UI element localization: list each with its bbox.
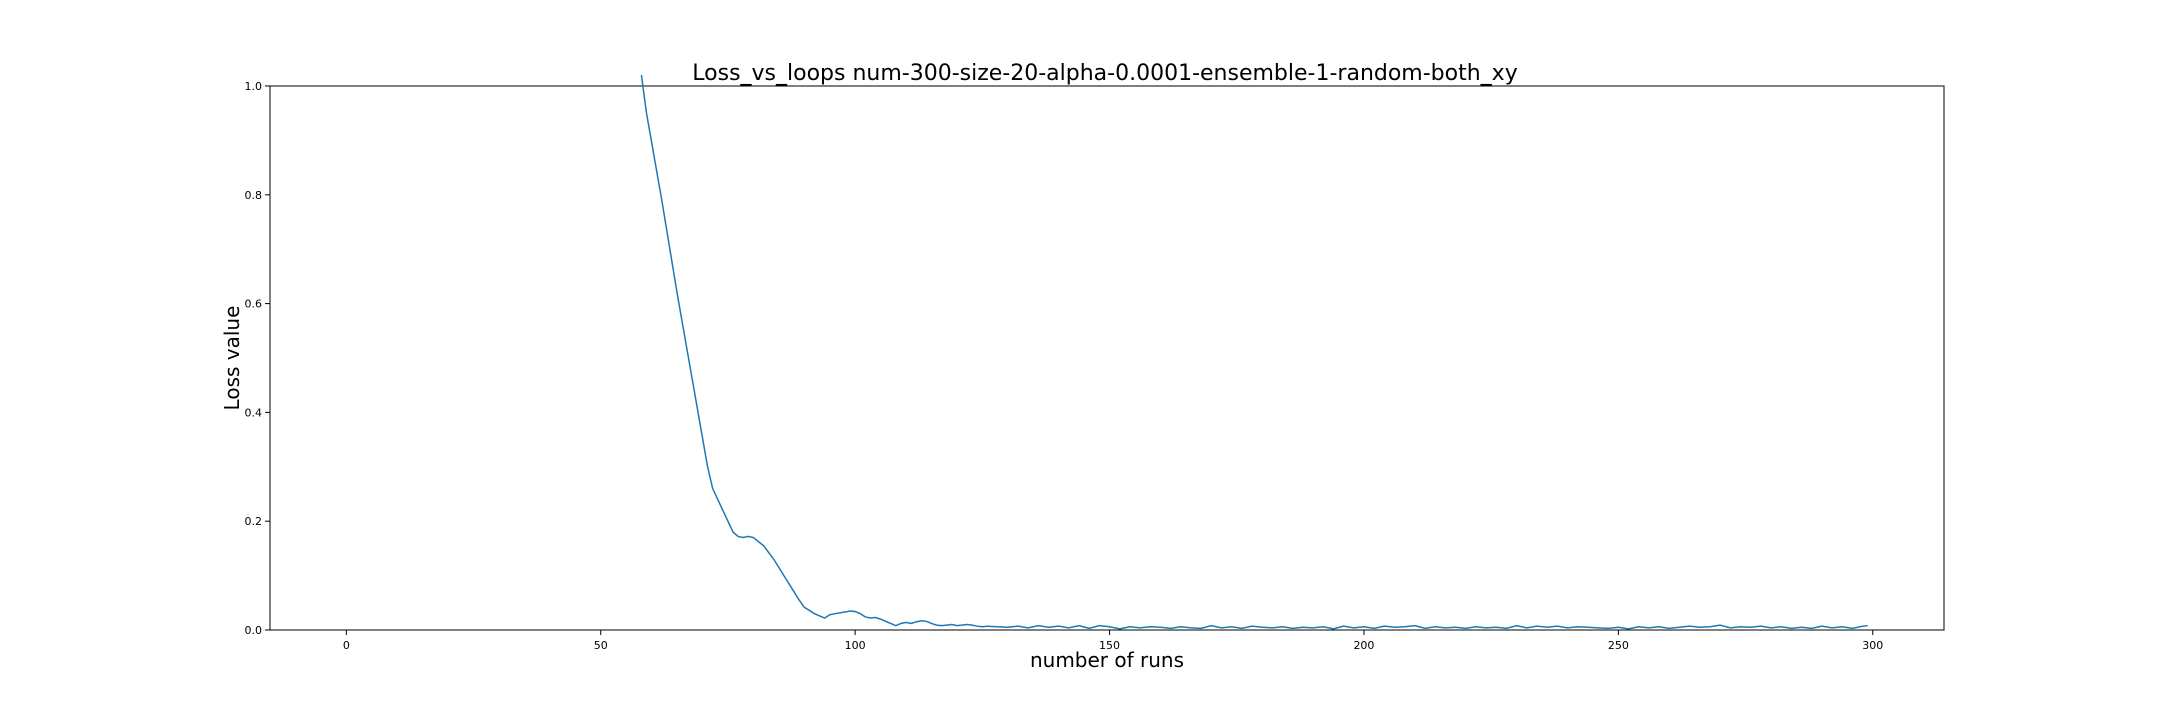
y-axis-ticks: 0.0 0.2 0.4 0.6 0.8 1.0 [245,80,270,637]
y-tick-label: 0.6 [245,298,263,311]
x-tick-label: 50 [594,639,608,652]
y-tick-label: 0.8 [245,189,263,202]
x-tick-label: 250 [1608,639,1629,652]
y-tick-label: 0.4 [245,406,263,419]
y-tick-label: 1.0 [245,80,263,93]
y-axis-label: Loss value [220,306,244,411]
x-tick-label: 300 [1862,639,1883,652]
x-axis-label: number of runs [1030,648,1184,672]
loss-series-line [640,75,1868,630]
x-tick-label: 0 [343,639,350,652]
y-tick-label: 0.2 [245,515,263,528]
chart-title: Loss_vs_loops num-300-size-20-alpha-0.00… [692,61,1517,86]
x-tick-label: 200 [1353,639,1374,652]
x-axis-ticks: 0 50 100 150 200 250 300 [343,630,1883,652]
x-tick-label: 100 [845,639,866,652]
y-tick-label: 0.0 [245,624,263,637]
plot-frame [269,85,1945,631]
x-tick-label: 150 [1099,639,1120,652]
